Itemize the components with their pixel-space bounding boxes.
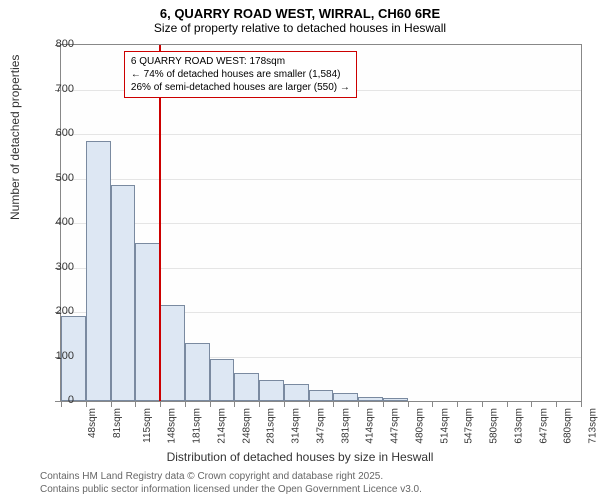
- x-tick-label: 48sqm: [87, 408, 98, 438]
- chart-container: 6, QUARRY ROAD WEST, WIRRAL, CH60 6RE Si…: [0, 0, 600, 500]
- histogram-bar: [185, 343, 210, 401]
- histogram-bar: [234, 373, 259, 401]
- x-tick: [432, 401, 433, 407]
- x-tick-label: 514sqm: [439, 408, 450, 444]
- annotation-line: ← 74% of detached houses are smaller (1,…: [131, 68, 350, 81]
- y-tick-label: 800: [56, 38, 74, 50]
- histogram-bar: [111, 185, 136, 401]
- chart-title: 6, QUARRY ROAD WEST, WIRRAL, CH60 6RE: [0, 0, 600, 21]
- y-tick-label: 0: [68, 394, 74, 406]
- grid-line: [61, 223, 581, 224]
- x-tick-label: 580sqm: [489, 408, 500, 444]
- y-tick-label: 200: [56, 305, 74, 317]
- x-tick-label: 647sqm: [538, 408, 549, 444]
- x-tick: [482, 401, 483, 407]
- x-tick-label: 713sqm: [588, 408, 599, 444]
- x-tick-label: 480sqm: [414, 408, 425, 444]
- grid-line: [61, 179, 581, 180]
- footer-line1: Contains HM Land Registry data © Crown c…: [40, 470, 422, 483]
- x-tick: [457, 401, 458, 407]
- y-axis-title: Number of detached properties: [8, 55, 22, 220]
- y-tick-label: 100: [56, 350, 74, 362]
- x-tick-label: 248sqm: [241, 408, 252, 444]
- histogram-bar: [309, 390, 334, 401]
- x-tick: [259, 401, 260, 407]
- x-tick: [581, 401, 582, 407]
- annotation-line: 6 QUARRY ROAD WEST: 178sqm: [131, 55, 350, 68]
- histogram-bar: [210, 359, 235, 401]
- x-tick: [507, 401, 508, 407]
- x-tick-label: 115sqm: [141, 408, 152, 443]
- x-tick-label: 547sqm: [464, 408, 475, 444]
- histogram-bar: [259, 380, 284, 401]
- annotation-line: 26% of semi-detached houses are larger (…: [131, 81, 350, 94]
- x-tick: [309, 401, 310, 407]
- x-tick: [284, 401, 285, 407]
- x-tick-label: 680sqm: [563, 408, 574, 444]
- footer: Contains HM Land Registry data © Crown c…: [40, 470, 422, 496]
- histogram-bar: [160, 305, 185, 401]
- x-tick-label: 347sqm: [315, 408, 326, 444]
- x-tick-label: 381sqm: [340, 408, 351, 444]
- x-tick: [86, 401, 87, 407]
- x-tick-label: 314sqm: [291, 408, 302, 444]
- x-tick: [185, 401, 186, 407]
- histogram-bar: [86, 141, 111, 401]
- x-tick: [556, 401, 557, 407]
- x-tick-label: 81sqm: [112, 408, 123, 438]
- x-tick-label: 414sqm: [365, 408, 376, 444]
- x-axis-title: Distribution of detached houses by size …: [0, 450, 600, 464]
- histogram-bar: [358, 397, 383, 401]
- x-tick-label: 281sqm: [266, 408, 277, 444]
- y-tick-label: 300: [56, 261, 74, 273]
- y-tick-label: 400: [56, 216, 74, 228]
- histogram-bar: [383, 398, 408, 401]
- x-tick-label: 613sqm: [514, 408, 525, 444]
- x-tick: [408, 401, 409, 407]
- x-tick-label: 148sqm: [167, 408, 178, 444]
- x-tick: [383, 401, 384, 407]
- histogram-bar: [333, 393, 358, 401]
- chart-subtitle: Size of property relative to detached ho…: [0, 21, 600, 39]
- x-tick-label: 181sqm: [192, 408, 203, 444]
- plot-area: 6 QUARRY ROAD WEST: 178sqm← 74% of detac…: [60, 44, 582, 402]
- x-tick: [358, 401, 359, 407]
- y-tick-label: 500: [56, 172, 74, 184]
- histogram-bar: [284, 384, 309, 401]
- footer-line2: Contains public sector information licen…: [40, 483, 422, 496]
- x-tick-label: 214sqm: [216, 408, 227, 444]
- x-tick-label: 447sqm: [390, 408, 401, 444]
- x-tick: [160, 401, 161, 407]
- y-tick-label: 600: [56, 127, 74, 139]
- x-tick: [333, 401, 334, 407]
- x-tick: [61, 401, 62, 407]
- grid-line: [61, 134, 581, 135]
- histogram-bar: [135, 243, 160, 401]
- annotation-box: 6 QUARRY ROAD WEST: 178sqm← 74% of detac…: [124, 51, 357, 98]
- x-tick: [234, 401, 235, 407]
- x-tick: [210, 401, 211, 407]
- reference-line: [159, 45, 161, 401]
- x-tick: [531, 401, 532, 407]
- y-tick-label: 700: [56, 83, 74, 95]
- x-tick: [135, 401, 136, 407]
- x-tick: [111, 401, 112, 407]
